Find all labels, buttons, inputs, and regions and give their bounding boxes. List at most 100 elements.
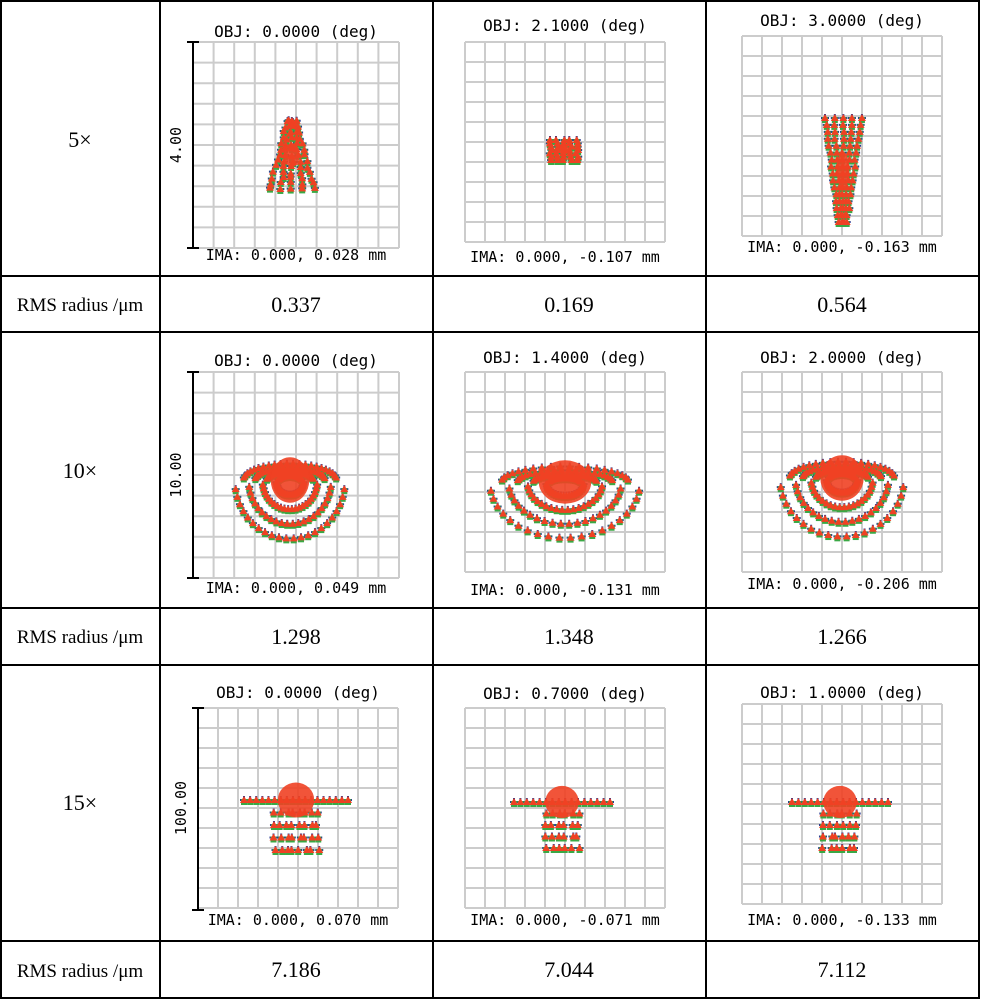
- spot-point-triangle: [838, 832, 847, 840]
- spot-point-triangle: [573, 139, 582, 147]
- spot-points: [231, 457, 349, 544]
- spot-point-triangle: [810, 486, 819, 494]
- spot-point-triangle: [308, 833, 317, 841]
- spot-point-triangle: [535, 798, 544, 805]
- spot-points: [788, 785, 892, 853]
- spot-point-triangle: [586, 798, 595, 805]
- spot-point-triangle: [268, 167, 277, 175]
- spot-point-triangle: [526, 470, 535, 478]
- spot-point-triangle: [337, 796, 346, 803]
- spot-point-triangle: [591, 493, 600, 501]
- spot-point-triangle: [876, 519, 885, 527]
- spot-point-triangle: [320, 499, 329, 507]
- spot-point-triangle: [299, 833, 308, 841]
- spot-point-triangle: [279, 126, 288, 134]
- spot-point-triangle: [847, 120, 856, 128]
- spot-core: [545, 785, 579, 819]
- spot-point-triangle: [884, 798, 892, 805]
- spot-point-triangle: [522, 798, 531, 805]
- spot-points: [820, 114, 866, 227]
- spot-core: [277, 782, 315, 818]
- spot-point-triangle: [574, 503, 583, 511]
- spot-point-triangle: [864, 459, 873, 467]
- spot-point-triangle: [814, 512, 823, 520]
- spot-point-triangle: [868, 524, 877, 532]
- spot-point-triangle: [842, 211, 851, 219]
- spot-point-triangle: [622, 509, 631, 517]
- spot-point-triangle: [569, 505, 578, 513]
- rms-value: 0.337: [271, 292, 321, 317]
- spot-points: [545, 136, 583, 165]
- spot-point-triangle: [289, 534, 298, 542]
- spot-point-triangle: [792, 513, 801, 521]
- spot-point-triangle: [259, 484, 268, 492]
- ima-coordinate-label: IMA: 0.000, -0.163 mm: [747, 238, 937, 256]
- spot-point-triangle: [279, 157, 288, 165]
- spot-point-triangle: [305, 167, 314, 175]
- spot-point-triangle: [846, 141, 855, 149]
- spot-point-triangle: [235, 500, 244, 508]
- spot-point-triangle: [314, 833, 323, 841]
- spot-point-triangle: [560, 844, 569, 851]
- spot-point-triangle: [844, 832, 853, 840]
- spot-point-triangle: [818, 821, 827, 828]
- spot-point-triangle: [868, 478, 877, 486]
- spot-point-triangle: [276, 808, 285, 816]
- spot-point-triangle: [261, 528, 270, 536]
- spot-point-triangle: [799, 462, 808, 470]
- spot-point-triangle: [818, 844, 827, 851]
- spot-point-triangle: [856, 120, 865, 128]
- spot-point-triangle: [864, 798, 873, 805]
- spot-point-triangle: [555, 533, 564, 541]
- spot-point-triangle: [849, 501, 858, 509]
- spot-point-triangle: [246, 796, 255, 803]
- spot-point-triangle: [580, 798, 589, 805]
- spot-point-triangle: [310, 183, 319, 191]
- obj-field-label: OBJ: 3.0000 (deg): [760, 11, 924, 30]
- spot-point-triangle: [326, 482, 335, 490]
- spot-point-triangle: [507, 490, 516, 498]
- spot-point-triangle: [258, 480, 267, 488]
- spot-point-triangle: [537, 499, 546, 507]
- spot-point-triangle: [489, 494, 498, 502]
- spot-point-triangle: [807, 478, 816, 486]
- spot-point-triangle: [553, 139, 562, 147]
- spot-point-triangle: [573, 821, 582, 828]
- spot-point-triangle: [813, 798, 822, 805]
- spot-point-triangle: [602, 506, 611, 514]
- spot-point-triangle: [286, 177, 295, 185]
- spot-point-triangle: [852, 809, 861, 817]
- spot-point-triangle: [842, 218, 851, 225]
- spot-point-triangle: [296, 169, 305, 177]
- ima-coordinate-label: IMA: 0.000, -0.206 mm: [747, 575, 937, 593]
- spot-point-triangle: [533, 529, 542, 537]
- spot-point-triangle: [850, 832, 859, 840]
- spot-point-triangle: [839, 134, 848, 142]
- spot-point-triangle: [606, 798, 614, 805]
- spot-point-triangle: [815, 528, 824, 536]
- spot-point-triangle: [297, 533, 306, 541]
- spot-point-triangle: [298, 184, 307, 192]
- spot-point-triangle: [519, 506, 528, 514]
- spot-point-triangle: [547, 152, 556, 160]
- spot-point-triangle: [304, 531, 313, 539]
- spot-point-triangle: [505, 484, 514, 492]
- obj-field-label: OBJ: 0.0000 (deg): [214, 351, 378, 370]
- spot-point-triangle: [785, 471, 794, 479]
- spot-point-triangle: [893, 499, 902, 507]
- spot-plot-r2-c1: 10.00 OBJ: 0.0000 (deg) IMA: 0.000, 0.04…: [167, 351, 400, 597]
- spot-plot-r2-c2: OBJ: 1.4000 (deg) IMA: 0.000, -0.131 mm: [464, 348, 666, 599]
- spot-point-triangle: [889, 507, 898, 515]
- spot-point-triangle: [616, 484, 625, 492]
- spot-point-triangle: [529, 798, 538, 805]
- spot-point-triangle: [552, 146, 561, 153]
- spot-point-triangle: [276, 150, 285, 158]
- spot-point-triangle: [847, 183, 856, 191]
- spot-point-triangle: [325, 796, 334, 803]
- spot-point-triangle: [296, 163, 305, 171]
- rms-value: 0.169: [544, 292, 594, 317]
- spot-point-triangle: [270, 796, 279, 803]
- spot-point-triangle: [273, 502, 282, 510]
- spot-point-triangle: [871, 798, 880, 805]
- spot-point-triangle: [611, 496, 620, 504]
